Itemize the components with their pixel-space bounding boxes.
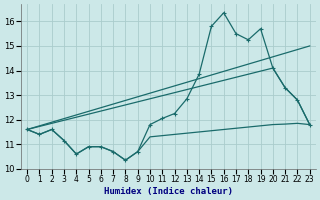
- X-axis label: Humidex (Indice chaleur): Humidex (Indice chaleur): [104, 187, 233, 196]
